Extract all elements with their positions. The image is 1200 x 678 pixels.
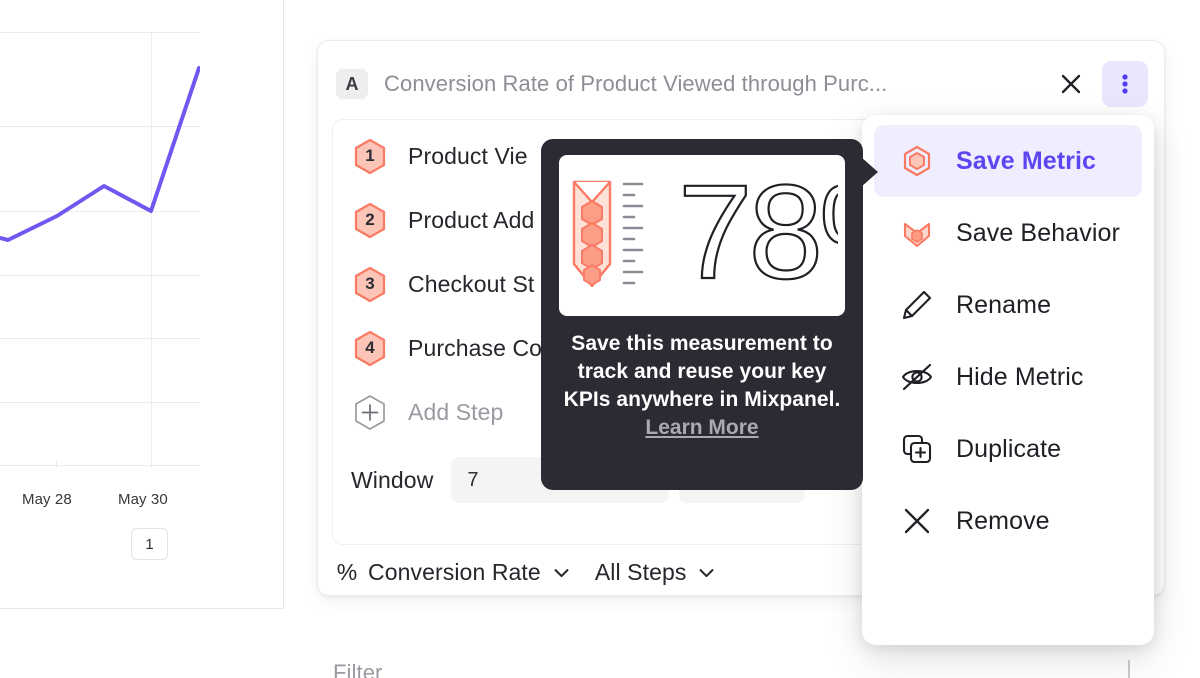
hexagon-plus-icon (355, 394, 385, 430)
add-step-label: Add Step (408, 398, 504, 425)
menu-item-save-behavior[interactable]: Save Behavior (874, 197, 1142, 269)
chevron-down-icon (554, 569, 569, 578)
line-chart (0, 0, 200, 480)
close-icon (900, 504, 934, 538)
svg-text:78%: 78% (678, 174, 838, 298)
funnel-hexagons-icon (572, 180, 644, 287)
hexagon-icon (354, 138, 386, 174)
hexagon-icon (354, 266, 386, 302)
x-axis-tick-label: May 28 (22, 491, 72, 508)
funnel-step-row[interactable]: 2 Product Add (333, 198, 1153, 242)
step-number: 3 (365, 274, 375, 293)
all-steps-label: All Steps (594, 559, 687, 585)
step-number: 1 (365, 146, 375, 165)
step-number-badge: 4 (353, 330, 387, 367)
pencil-icon (900, 288, 934, 322)
menu-item-save-metric[interactable]: Save Metric (874, 125, 1142, 197)
tooltip-illustration: 78% (559, 155, 845, 316)
panel-vertical-divider (283, 0, 284, 608)
menu-item-label: Save Behavior (956, 218, 1120, 247)
add-step-badge (353, 394, 387, 431)
menu-item-label: Duplicate (956, 434, 1062, 463)
filter-caret (1128, 660, 1130, 678)
metric-footer-controls: % Conversion Rate All Steps (336, 559, 716, 586)
chart-line-series-0 (0, 66, 200, 242)
funnel-step-row[interactable]: 1 Product Vie (333, 134, 1153, 178)
chart-gridlines (0, 32, 200, 468)
window-label: Window (351, 466, 434, 493)
hexagon-icon (354, 330, 386, 366)
tooltip-value-78-percent: 78% (678, 174, 838, 298)
tooltip-arrow (861, 157, 878, 187)
page-number-chip[interactable]: 1 (131, 528, 168, 560)
funnel-step-row[interactable]: 3 Checkout St (333, 262, 1153, 306)
conversion-rate-label: Conversion Rate (368, 559, 541, 585)
save-metric-tooltip: 78% Save this measurement to track and r… (541, 139, 863, 490)
menu-item-label: Hide Metric (956, 362, 1084, 391)
menu-item-rename[interactable]: Rename (874, 269, 1142, 341)
menu-item-remove[interactable]: Remove (874, 485, 1142, 557)
metric-header-actions (1048, 61, 1148, 107)
menu-item-label: Remove (956, 506, 1050, 535)
duplicate-plus-icon (900, 432, 934, 466)
menu-item-duplicate[interactable]: Duplicate (874, 413, 1142, 485)
percent-icon: % (336, 559, 358, 585)
more-vertical-icon (1122, 74, 1128, 94)
learn-more-link[interactable]: Learn More (645, 416, 759, 439)
hexagon-icon (354, 202, 386, 238)
step-number: 2 (365, 210, 375, 229)
chevron-down-icon (700, 569, 714, 578)
tooltip-body: Save this measurement to track and reuse… (563, 332, 841, 411)
menu-item-hide-metric[interactable]: Hide Metric (874, 341, 1142, 413)
menu-item-label: Rename (956, 290, 1052, 319)
panel-bottom-divider (0, 608, 284, 609)
more-options-button[interactable] (1102, 61, 1148, 107)
close-button[interactable] (1048, 61, 1094, 107)
metric-title[interactable]: Conversion Rate of Product Viewed throug… (384, 71, 888, 96)
all-steps-select[interactable]: All Steps (595, 559, 717, 586)
step-number-badge: 2 (353, 202, 387, 239)
step-label: Purchase Co (408, 334, 543, 361)
menu-item-label: Save Metric (956, 146, 1097, 175)
conversion-rate-select[interactable]: Conversion Rate (368, 559, 571, 586)
step-label: Product Add (408, 206, 535, 233)
metric-letter-badge: A (336, 69, 368, 99)
eye-off-icon (900, 360, 934, 394)
filter-label: Filter (333, 660, 383, 678)
x-axis-tick-label: May 30 (118, 491, 168, 508)
step-label: Checkout St (408, 270, 535, 297)
step-number-badge: 1 (353, 138, 387, 175)
step-label: Product Vie (408, 142, 528, 169)
step-number: 4 (365, 338, 375, 357)
close-icon (1061, 74, 1081, 94)
metric-options-menu: Save Metric Save Behavior Rename (862, 115, 1154, 645)
chart-panel: May 28 May 30 1 (0, 0, 284, 678)
metric-card-header: A Conversion Rate of Product Viewed thro… (318, 41, 1166, 127)
step-number-badge: 3 (353, 266, 387, 303)
funnel-step-row[interactable]: 4 Purchase Co (333, 326, 1153, 370)
shield-hexagon-icon (900, 216, 934, 250)
hexagon-target-icon (900, 144, 934, 178)
add-step-button[interactable]: Add Step (333, 390, 1153, 434)
chart-svg (0, 32, 200, 468)
